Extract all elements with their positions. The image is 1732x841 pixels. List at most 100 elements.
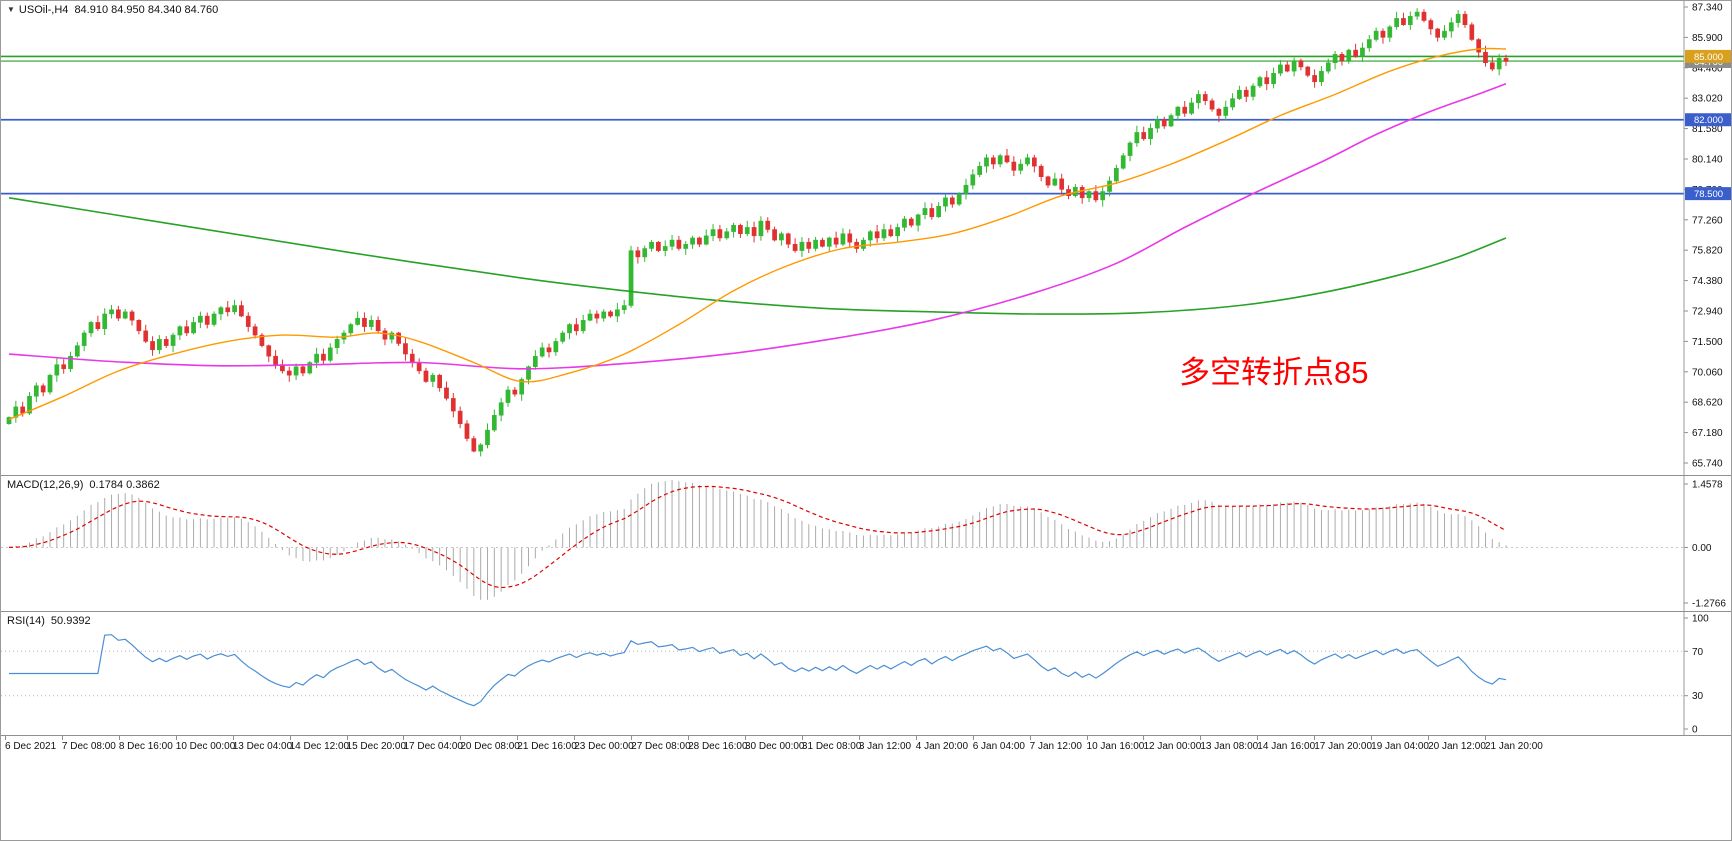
time-tick <box>118 736 120 740</box>
time-tick <box>175 736 177 740</box>
symbol-header: ▼ USOil-,H4 84.910 84.950 84.340 84.760 <box>7 4 218 16</box>
time-tick <box>232 736 234 740</box>
time-tick <box>631 736 633 740</box>
time-tick <box>1371 736 1373 740</box>
time-tick <box>289 736 291 740</box>
time-tick <box>1257 736 1259 740</box>
time-tick <box>403 736 405 740</box>
macd-panel: MACD(12,26,9) 0.1784 0.3862 1.4578 0.00 -1.… <box>1 475 1731 611</box>
slow-ma-line <box>8 197 1507 315</box>
rsi-line <box>9 634 1507 707</box>
time-tick <box>972 736 974 740</box>
time-tick <box>460 736 462 740</box>
symbol-period-label: USOil-,H4 <box>18 4 69 16</box>
mid-ma-line <box>8 83 1507 370</box>
svg-text:71.500: 71.500 <box>1692 337 1723 348</box>
time-tick <box>745 736 746 740</box>
fast-ma-line <box>8 47 1507 421</box>
macd-signal-line <box>8 485 1507 589</box>
svg-text:70.060: 70.060 <box>1692 367 1723 378</box>
svg-text:85.000: 85.000 <box>1694 52 1723 63</box>
rsi-header: RSI(14) 50.9392 <box>7 615 91 627</box>
svg-text:0: 0 <box>1692 725 1698 736</box>
time-tick <box>61 736 63 740</box>
time-tick <box>1086 736 1088 740</box>
time-label: 20 Jan 12:00 <box>1428 741 1486 752</box>
svg-text:0.00: 0.00 <box>1692 543 1712 554</box>
main-chart-panel: ▼ USOil-,H4 84.910 84.950 84.340 84.760 87… <box>1 1 1731 475</box>
time-tick <box>574 736 576 740</box>
time-tick <box>1485 736 1486 740</box>
time-label: 14 Dec 12:00 <box>289 741 350 752</box>
time-tick <box>5 736 6 740</box>
candlestick-canvas[interactable]: 87.34085.90084.46083.02081.58080.14078.7… <box>1 1 1731 475</box>
svg-text:70: 70 <box>1692 647 1704 658</box>
time-label: 10 Dec 00:00 <box>175 741 236 752</box>
time-label: 7 Dec 08:00 <box>61 741 116 752</box>
time-label: 8 Dec 16:00 <box>118 741 173 752</box>
collapse-indicator-icon[interactable]: ▼ <box>7 5 15 14</box>
svg-text:100: 100 <box>1692 614 1709 625</box>
time-tick <box>1314 736 1316 740</box>
svg-text:82.000: 82.000 <box>1694 115 1723 126</box>
macd-histogram <box>15 479 1507 600</box>
time-tick <box>1428 736 1430 740</box>
macd-canvas[interactable]: 1.4578 0.00 -1.2766 <box>1 476 1731 611</box>
time-label: 14 Jan 16:00 <box>1257 741 1316 752</box>
time-label: 7 Jan 12:00 <box>1029 741 1082 752</box>
time-label: 6 Dec 2021 <box>5 741 57 752</box>
trend-annotation-text[interactable]: 多空转折点85 <box>1179 355 1369 390</box>
time-label: 30 Dec 00:00 <box>745 741 805 752</box>
time-label: 21 Jan 20:00 <box>1485 741 1543 752</box>
time-tick <box>1029 736 1031 740</box>
svg-text:1.4578: 1.4578 <box>1692 480 1723 491</box>
time-tick <box>1200 736 1202 740</box>
time-tick <box>858 736 860 740</box>
svg-text:68.620: 68.620 <box>1692 398 1723 409</box>
time-label: 20 Dec 08:00 <box>460 741 520 752</box>
time-tick <box>915 736 917 740</box>
price-axis-ticks: 87.34085.90084.46083.02081.58080.14078.7… <box>1684 3 1723 470</box>
svg-text:-1.2766: -1.2766 <box>1692 599 1726 610</box>
rsi-label: RSI(14) <box>7 615 45 627</box>
macd-values: 0.1784 0.3862 <box>89 479 160 491</box>
svg-text:80.140: 80.140 <box>1692 155 1723 166</box>
svg-text:77.260: 77.260 <box>1692 215 1723 226</box>
time-label: 19 Jan 04:00 <box>1371 741 1429 752</box>
svg-text:74.380: 74.380 <box>1692 276 1723 287</box>
time-label: 27 Dec 08:00 <box>631 741 691 752</box>
time-label: 3 Jan 12:00 <box>858 741 912 752</box>
svg-text:78.500: 78.500 <box>1694 189 1723 200</box>
time-axis[interactable]: 6 Dec 2021 7 Dec 08:00 8 Dec 16:00 10 Dec 0… <box>1 735 1731 765</box>
time-label: 15 Dec 20:00 <box>346 741 407 752</box>
rsi-values: 50.9392 <box>50 615 91 627</box>
svg-text:87.340: 87.340 <box>1692 3 1723 14</box>
time-tick <box>801 736 803 740</box>
time-label: 21 Dec 16:00 <box>517 741 577 752</box>
level-lines <box>1 55 1684 195</box>
time-tick <box>517 736 519 740</box>
time-tick <box>346 736 348 740</box>
time-label: 31 Dec 08:00 <box>801 741 862 752</box>
ohlc-values: 84.910 84.950 84.340 84.760 <box>74 4 219 16</box>
rsi-canvas[interactable]: 100 70 30 0 <box>1 612 1731 736</box>
svg-text:67.180: 67.180 <box>1692 428 1723 439</box>
svg-text:75.820: 75.820 <box>1692 246 1723 257</box>
time-tick <box>1143 736 1145 740</box>
time-label: 4 Jan 20:00 <box>915 741 969 752</box>
time-label: 17 Dec 04:00 <box>403 741 463 752</box>
time-label: 23 Dec 00:00 <box>574 741 634 752</box>
macd-label: MACD(12,26,9) <box>7 479 84 491</box>
svg-text:84.460: 84.460 <box>1692 63 1723 74</box>
macd-header: MACD(12,26,9) 0.1784 0.3862 <box>7 479 160 491</box>
time-label: 28 Dec 16:00 <box>688 741 748 752</box>
svg-text:83.020: 83.020 <box>1692 94 1723 105</box>
time-label: 17 Jan 20:00 <box>1314 741 1373 752</box>
svg-text:81.580: 81.580 <box>1692 124 1723 135</box>
svg-text:30: 30 <box>1692 691 1704 702</box>
time-label: 12 Jan 00:00 <box>1143 741 1202 752</box>
time-label: 10 Jan 16:00 <box>1086 741 1145 752</box>
time-label: 13 Dec 04:00 <box>232 741 293 752</box>
